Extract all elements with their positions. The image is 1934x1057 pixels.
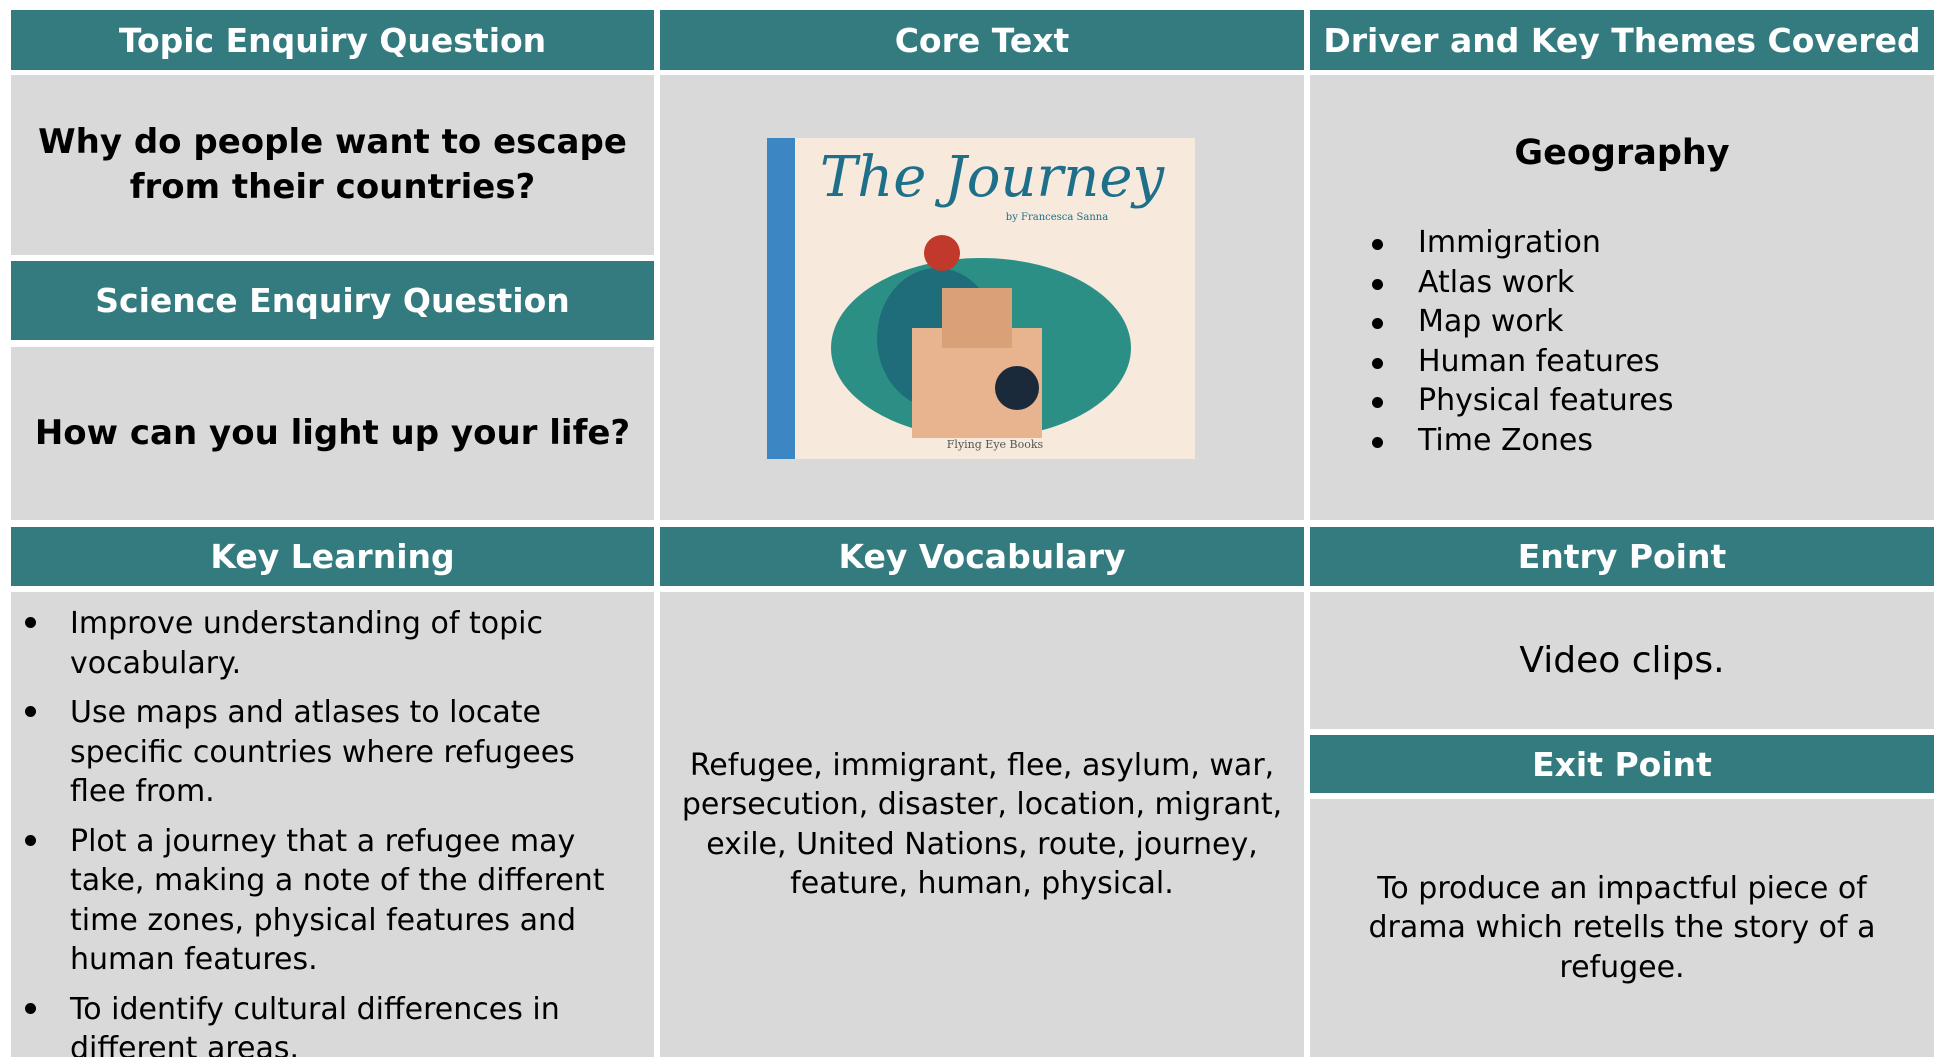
header: Exit Point (1310, 735, 1934, 793)
theme-list: Immigration Atlas work Map work Human featu… (1372, 223, 1674, 460)
subject: Geography (1514, 133, 1730, 173)
theme: Atlas work (1372, 263, 1674, 303)
cell: How can you light up your life? (11, 347, 654, 520)
learning-item: Improve understanding of topic vocabular… (11, 604, 634, 683)
header: Key Learning (11, 527, 654, 586)
exit-point: To produce an impactful piece of drama w… (1368, 870, 1876, 985)
learning-item: Plot a journey that a refugee may take, … (11, 822, 634, 980)
header: Science Enquiry Question (11, 261, 654, 340)
learning-item: Use maps and atlases to locate specific … (11, 693, 634, 812)
question: Why do people want to escape from their … (38, 122, 627, 207)
book-cover: The Journey by Francesca Sanna Flying Ey… (767, 138, 1195, 459)
entry-point: Video clips. (1519, 640, 1725, 681)
book-author: by Francesca Sanna (1006, 212, 1108, 223)
learning-item: To identify cultural differences in diff… (11, 990, 634, 1057)
learning-list: Improve understanding of topic vocabular… (11, 604, 634, 1057)
cell: Video clips. (1310, 592, 1934, 729)
cell: To produce an impactful piece of drama w… (1310, 799, 1934, 1057)
question: How can you light up your life? (34, 413, 631, 453)
theme: Immigration (1372, 223, 1674, 263)
theme: Physical features (1372, 381, 1674, 421)
header: Topic Enquiry Question (11, 10, 654, 70)
header: Entry Point (1310, 527, 1934, 586)
book-title: The Journey (820, 145, 1166, 210)
theme: Map work (1372, 302, 1674, 342)
cell: Improve understanding of topic vocabular… (11, 592, 654, 1057)
header: Driver and Key Themes Covered (1310, 10, 1934, 70)
book-publisher: Flying Eye Books (947, 438, 1044, 451)
cell: Geography Immigration Atlas work Map work H… (1310, 75, 1934, 520)
cell: Why do people want to escape from their … (11, 75, 654, 255)
header: Core Text (660, 10, 1304, 70)
theme: Human features (1372, 342, 1674, 382)
theme: Time Zones (1372, 421, 1674, 461)
cell: Refugee, immigrant, flee, asylum, war, p… (660, 592, 1304, 1057)
vocabulary: Refugee, immigrant, flee, asylum, war, p… (681, 747, 1283, 902)
header: Key Vocabulary (660, 527, 1304, 586)
cell: The Journey by Francesca Sanna Flying Ey… (660, 75, 1304, 520)
